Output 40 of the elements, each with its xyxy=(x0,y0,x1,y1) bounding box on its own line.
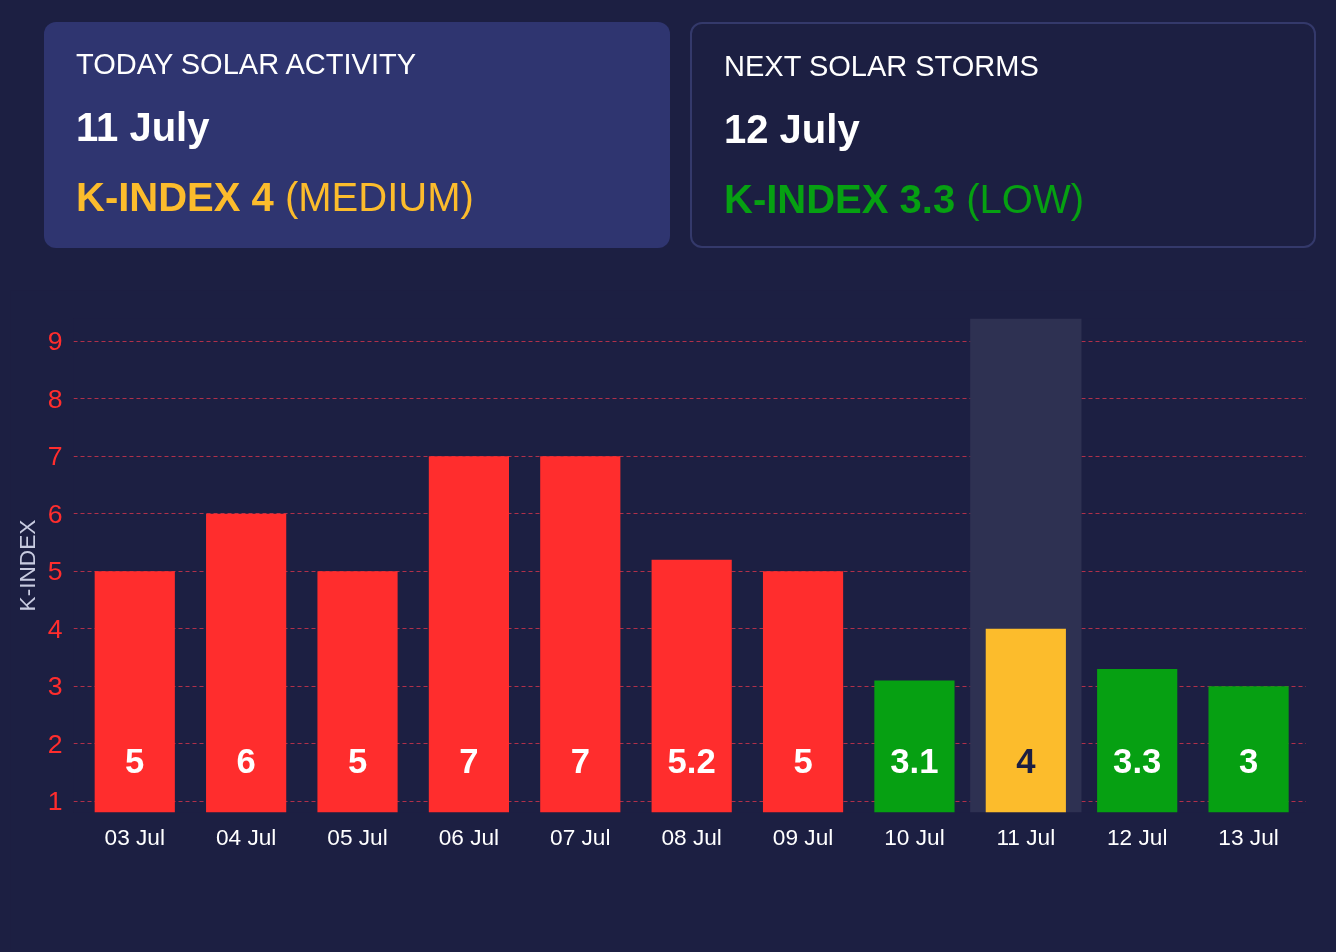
text: (LOW) xyxy=(966,176,1085,221)
text: TODAY SOLAR ACTIVITY xyxy=(76,47,418,82)
y-tick-label: 2 xyxy=(47,728,63,759)
y-tick-label: 8 xyxy=(47,383,63,414)
y-tick-label: 6 xyxy=(47,498,63,529)
text: 11 July xyxy=(76,104,211,152)
y-tick-label: 5 xyxy=(47,556,63,587)
data-label: 7 xyxy=(459,741,479,780)
data-label: 3.3 xyxy=(1113,741,1162,780)
data-label: 5.2 xyxy=(667,741,716,780)
x-tick-label: 10 Jul xyxy=(884,823,945,850)
x-tick-label: 07 Jul xyxy=(550,823,611,850)
y-tick-label: 1 xyxy=(47,786,63,817)
data-label: 5 xyxy=(793,741,813,780)
text: NEXT SOLAR STORMS xyxy=(724,49,1040,84)
data-label: 4 xyxy=(1016,741,1037,780)
text: (MEDIUM) xyxy=(284,174,474,219)
data-label: 6 xyxy=(236,741,256,780)
x-tick-label: 09 Jul xyxy=(772,823,834,850)
x-tick-label: 11 Jul xyxy=(996,823,1056,850)
x-tick-label: 06 Jul xyxy=(438,823,500,850)
text: 12 July xyxy=(724,106,861,154)
data-label: 5 xyxy=(125,741,145,780)
y-tick-label: 9 xyxy=(47,326,63,357)
x-tick-label: 05 Jul xyxy=(327,823,388,850)
text: K-INDEX 3.3 xyxy=(724,176,956,221)
data-label: 5 xyxy=(347,741,368,780)
x-tick-label: 08 Jul xyxy=(661,823,722,850)
data-label: 3.1 xyxy=(890,741,939,780)
data-label: 3 xyxy=(1238,741,1259,780)
x-tick-label: 04 Jul xyxy=(215,823,277,850)
x-tick-label: 12 Jul xyxy=(1106,823,1168,850)
y-tick-label: 7 xyxy=(47,441,63,472)
data-label: 7 xyxy=(570,741,590,780)
y-tick-label: 3 xyxy=(47,671,63,702)
text: K-INDEX 4 xyxy=(76,174,274,219)
x-tick-label: 03 Jul xyxy=(104,823,165,850)
y-tick-label: 4 xyxy=(47,613,63,644)
x-tick-label: 13 Jul xyxy=(1218,823,1279,850)
y-axis-title: K-INDEX xyxy=(13,519,40,612)
